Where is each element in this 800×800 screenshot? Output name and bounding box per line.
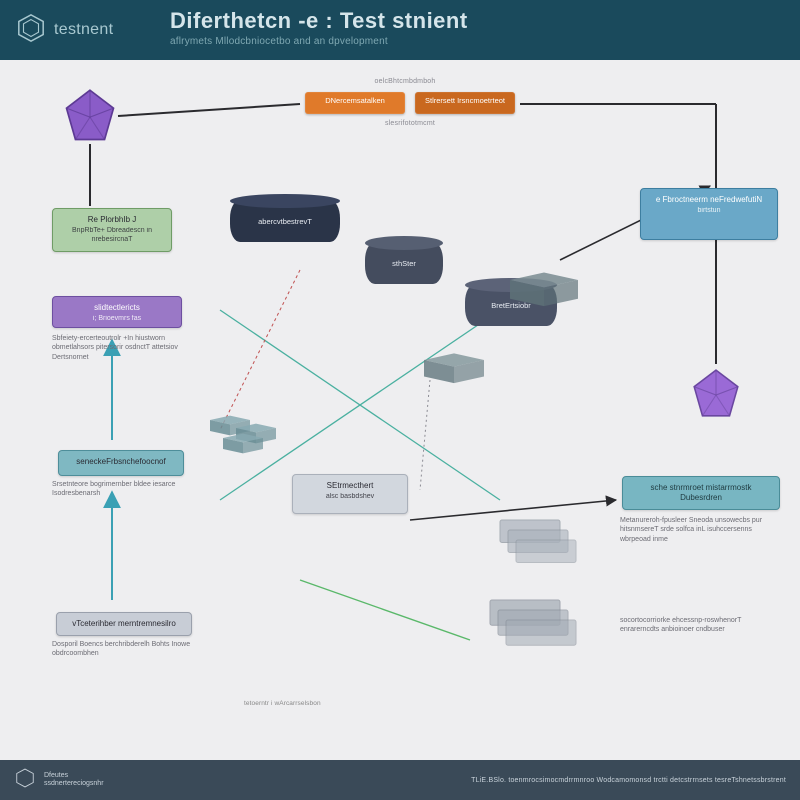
diagram-canvas: oelcBhtcmbdmboh DNercemsatalken Stlrerse… [0, 60, 800, 760]
page-title: Diferthetcn -e : Test stnient [170, 8, 468, 34]
gem-icon [690, 368, 742, 420]
grey-box: vTceterihber merntremnesilro [56, 612, 192, 636]
bottom-caption: tetoerntr i wArcarrselsbon [244, 700, 424, 710]
cylinder-icon: BretErtsiobr [465, 284, 557, 326]
description-text: Dosporil Boencs berchribderelh Bohts Ino… [52, 640, 212, 680]
description-text: socortocorriorke ehcessnp-roswhenorT enr… [620, 616, 782, 680]
description-text: Srsetnteore bogrimernber bldee iesarce I… [52, 480, 202, 528]
top-caption: oelcBhtcmbdmboh [320, 78, 490, 88]
mid-grey-box: SEtrmecthert alsc basbdshev [292, 474, 408, 514]
header-titles: Diferthetcn -e : Test stnient aflrymets … [170, 8, 468, 47]
cylinder-icon: sthSter [365, 242, 443, 284]
green-box: Re PlorbhIb J BnpRbTe+ Dbreadescn in nre… [52, 208, 172, 252]
brand: testnent [16, 13, 113, 48]
brand-text: testnent [54, 21, 113, 39]
description-text: Metanureroh-fpusleer Sneoda unsowecbs pu… [620, 516, 782, 596]
purple-box: slidtectlericts i; Brioevmrs fas [52, 296, 182, 328]
footer-hex-icon [14, 767, 36, 794]
page-subtitle: aflrymets Mllodcbniocetbo and an dpvelop… [170, 36, 468, 47]
cylinder-icon: abercvtbestrevT [230, 200, 340, 242]
orange-pill: DNercemsatalken [305, 92, 405, 114]
teal-box: seneckeFrbsnchefoocnof [58, 450, 184, 476]
orange-pill: Stlrersett Irsncmoetrteot [415, 92, 515, 114]
brand-hex-icon [16, 13, 46, 48]
blue-box: e Fbroctneerm neFredwefutiN birtstun [640, 188, 778, 240]
description-text: Sbfeiety-ercerteoutrolr +In hiustworn ob… [52, 334, 202, 394]
footer-bar: Dfeutes ssdnertereciogsnhr TLiE.BSlo. to… [0, 760, 800, 800]
footer-text-right: TLiE.BSlo. toenmrocsimocmdrrmnroo Wodcam… [471, 777, 786, 784]
top-subcaption: slesrifototmcmt [360, 120, 460, 130]
header-bar: testnent Diferthetcn -e : Test stnient a… [0, 0, 800, 60]
gem-icon [62, 88, 118, 144]
footer-text-left: Dfeutes ssdnertereciogsnhr [44, 772, 104, 789]
footer-left: Dfeutes ssdnertereciogsnhr [14, 767, 104, 794]
teal-box: sche stnrmroet mistarrmostk Dubesrdren [622, 476, 780, 510]
